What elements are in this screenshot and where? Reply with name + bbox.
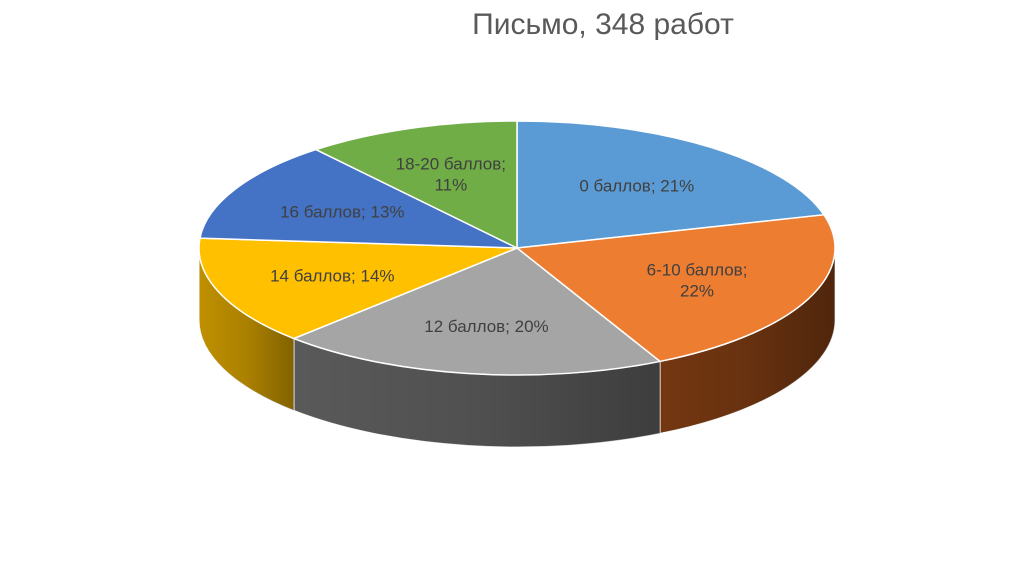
data-label-line: 6-10 баллов;	[647, 261, 748, 280]
pie-side-shade	[293, 338, 661, 447]
pie-side-shade	[660, 248, 835, 434]
data-label-12-: 12 баллов; 20%	[424, 317, 548, 336]
pie-labels: 0 баллов; 21% 6-10 баллов; 22% 12 баллов; 2…	[270, 154, 747, 335]
pie-slice-0-	[516, 120, 826, 249]
pie-slice-18-20-	[313, 120, 518, 250]
data-label-line: 18-20 баллов;	[396, 154, 506, 173]
pie-slice-14-	[198, 237, 518, 340]
data-label-line: 22%	[680, 282, 714, 301]
chart-title: Письмо, 348 работ	[472, 8, 734, 41]
pie-side-shade	[199, 248, 294, 411]
pie-sides	[198, 247, 836, 448]
data-label-16-: 16 баллов; 13%	[280, 202, 404, 221]
data-label-0-: 0 баллов; 21%	[579, 176, 694, 195]
pie-slice-16-	[199, 148, 518, 249]
data-label-line: 12 баллов; 20%	[424, 317, 548, 336]
data-label-line: 16 баллов; 13%	[280, 202, 404, 221]
pie-slice-12-	[291, 247, 662, 376]
pie-tops	[198, 120, 836, 376]
data-label-line: 14 баллов; 14%	[270, 267, 394, 286]
data-label-line: 0 баллов; 21%	[579, 176, 694, 195]
pie-slice-6-10-	[515, 214, 836, 363]
data-label-18-20-: 18-20 баллов; 11%	[396, 154, 506, 194]
data-label-line: 11%	[434, 175, 467, 194]
data-label-14-: 14 баллов; 14%	[270, 267, 394, 286]
data-label-6-10-: 6-10 баллов; 22%	[647, 261, 748, 301]
